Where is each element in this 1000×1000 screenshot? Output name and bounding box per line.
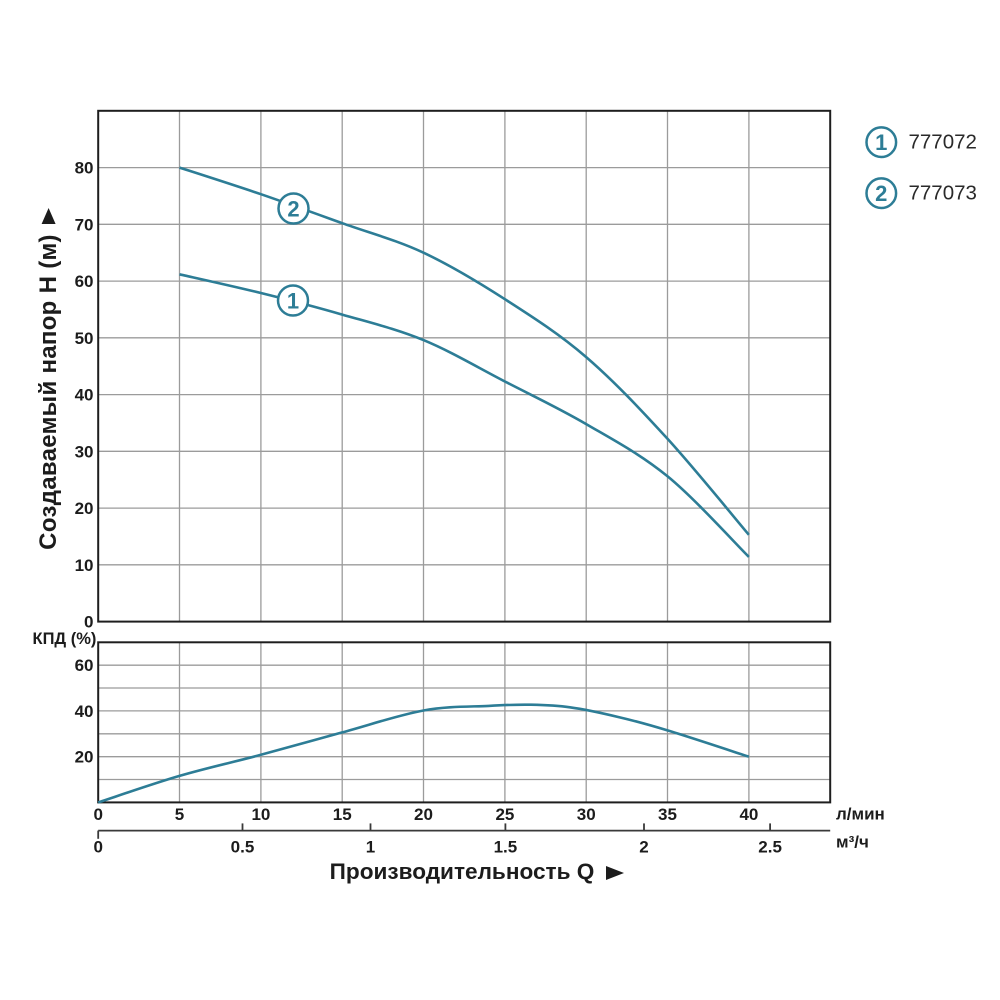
svg-text:0: 0 [93,805,102,824]
svg-text:30: 30 [577,805,596,824]
svg-text:0: 0 [84,613,93,632]
svg-text:20: 20 [75,748,94,767]
svg-text:Создаваемый напор Н (м): Создаваемый напор Н (м) [35,234,62,550]
svg-text:30: 30 [75,442,94,461]
svg-text:л/мин: л/мин [836,805,885,824]
svg-text:777072: 777072 [909,130,977,153]
svg-text:2: 2 [875,181,887,206]
svg-text:777073: 777073 [909,181,977,204]
svg-text:20: 20 [75,499,94,518]
svg-text:25: 25 [495,805,514,824]
svg-text:Производительность Q: Производительность Q [330,859,595,884]
svg-text:60: 60 [75,272,94,291]
svg-text:1: 1 [875,130,887,155]
svg-text:40: 40 [75,386,94,405]
svg-text:0: 0 [93,838,102,857]
svg-text:м³/ч: м³/ч [836,833,869,852]
svg-text:1: 1 [366,838,375,857]
svg-text:70: 70 [75,215,94,234]
svg-text:2.5: 2.5 [758,838,782,857]
svg-text:20: 20 [414,805,433,824]
svg-text:60: 60 [75,656,94,675]
svg-text:1: 1 [287,289,299,314]
svg-text:40: 40 [75,702,94,721]
svg-text:15: 15 [333,805,352,824]
svg-text:0.5: 0.5 [231,838,255,857]
svg-text:2: 2 [287,197,299,222]
svg-text:10: 10 [75,556,94,575]
svg-text:80: 80 [75,159,94,178]
svg-text:10: 10 [251,805,270,824]
svg-text:1.5: 1.5 [494,838,518,857]
svg-text:40: 40 [739,805,758,824]
svg-text:35: 35 [658,805,677,824]
svg-text:50: 50 [75,329,94,348]
svg-text:2: 2 [639,838,648,857]
svg-text:КПД (%): КПД (%) [33,630,97,648]
svg-text:5: 5 [175,805,184,824]
